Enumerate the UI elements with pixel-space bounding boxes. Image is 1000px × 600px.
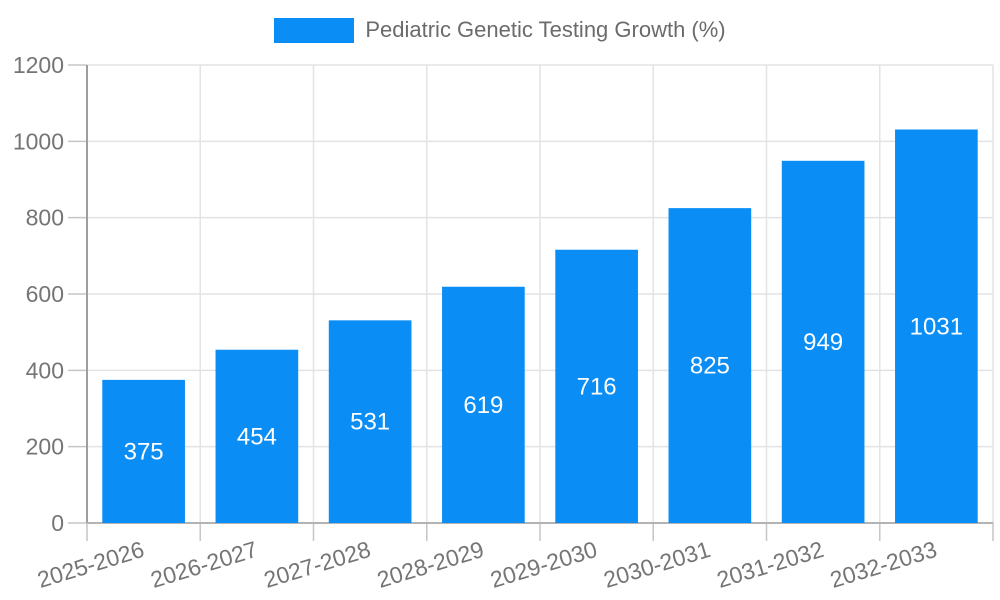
y-axis-tick-label: 800 — [26, 205, 64, 231]
bar-2031-2032[interactable] — [781, 160, 865, 523]
bar-2030-2031[interactable] — [668, 208, 752, 523]
y-axis-tick-label: 1000 — [13, 128, 64, 154]
bar-2029-2030[interactable] — [555, 249, 638, 523]
bar-value-label: 1031 — [910, 313, 963, 340]
bar-value-label: 949 — [803, 329, 843, 356]
x-axis-category-label: 2029-2030 — [487, 536, 600, 593]
x-axis-category-label: 2027-2028 — [261, 536, 374, 593]
x-axis-category-label: 2025-2026 — [34, 536, 147, 593]
y-axis-tick-label: 600 — [26, 281, 64, 307]
y-axis-tick-label: 0 — [51, 510, 64, 536]
y-axis-tick-label: 1200 — [13, 52, 64, 78]
x-axis-category-label: 2032-2033 — [827, 536, 940, 593]
x-axis-category-label: 2031-2032 — [714, 536, 827, 593]
x-axis-category-label: 2030-2031 — [601, 536, 714, 593]
x-axis-category-label: 2028-2029 — [374, 536, 487, 593]
bar-2032-2033[interactable] — [895, 129, 978, 524]
x-axis-category-label: 2026-2027 — [148, 536, 261, 593]
bar-2027-2028[interactable] — [328, 320, 412, 523]
bar-2028-2029[interactable] — [442, 286, 525, 523]
legend-swatch — [274, 17, 355, 43]
bar-value-label: 454 — [237, 423, 277, 450]
bar-value-label: 619 — [463, 392, 503, 419]
legend[interactable]: Pediatric Genetic Testing Growth (%) — [0, 17, 1000, 43]
y-axis-tick-label: 200 — [26, 434, 64, 460]
bar-2026-2027[interactable] — [215, 349, 299, 523]
bar-value-label: 825 — [690, 353, 730, 380]
y-axis-tick-label: 400 — [26, 357, 64, 383]
legend-label: Pediatric Genetic Testing Growth (%) — [365, 17, 726, 42]
bar-2025-2026[interactable] — [102, 379, 185, 523]
bar-value-label: 375 — [124, 438, 164, 465]
bar-value-label: 716 — [577, 373, 617, 400]
bar-value-label: 531 — [350, 409, 390, 436]
